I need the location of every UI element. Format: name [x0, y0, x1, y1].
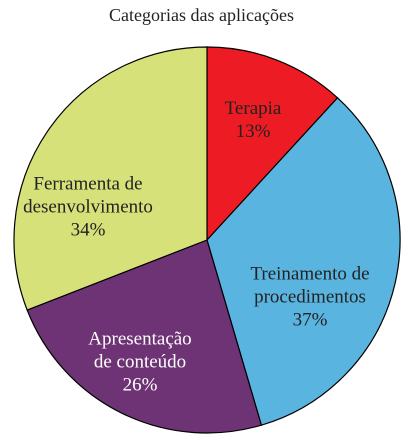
- pie-slice: [13, 46, 208, 311]
- slice-label: Ferramenta de desenvolvimento 34%: [13, 173, 163, 242]
- chart-title: Categorias das aplicações: [109, 5, 294, 25]
- category-label: Terapia: [224, 98, 282, 119]
- category-label: Apresentação de conteúdo: [88, 328, 192, 373]
- pie-slice: [206, 46, 339, 242]
- value-label: 34%: [70, 219, 106, 241]
- value-label: 13%: [235, 121, 271, 142]
- category-label: Treinamento de procedimentos: [250, 263, 370, 308]
- pie-slice: [206, 96, 401, 426]
- category-label: Ferramenta de desenvolvimento: [23, 173, 153, 218]
- value-label: 26%: [122, 374, 158, 396]
- value-label: 37%: [292, 309, 328, 331]
- slice-label: Treinamento de procedimentos 37%: [235, 263, 385, 332]
- slice-label: Terapia 13%: [208, 97, 298, 143]
- pie-slice: [26, 239, 263, 434]
- slice-label: Apresentação de conteúdo 26%: [78, 328, 203, 397]
